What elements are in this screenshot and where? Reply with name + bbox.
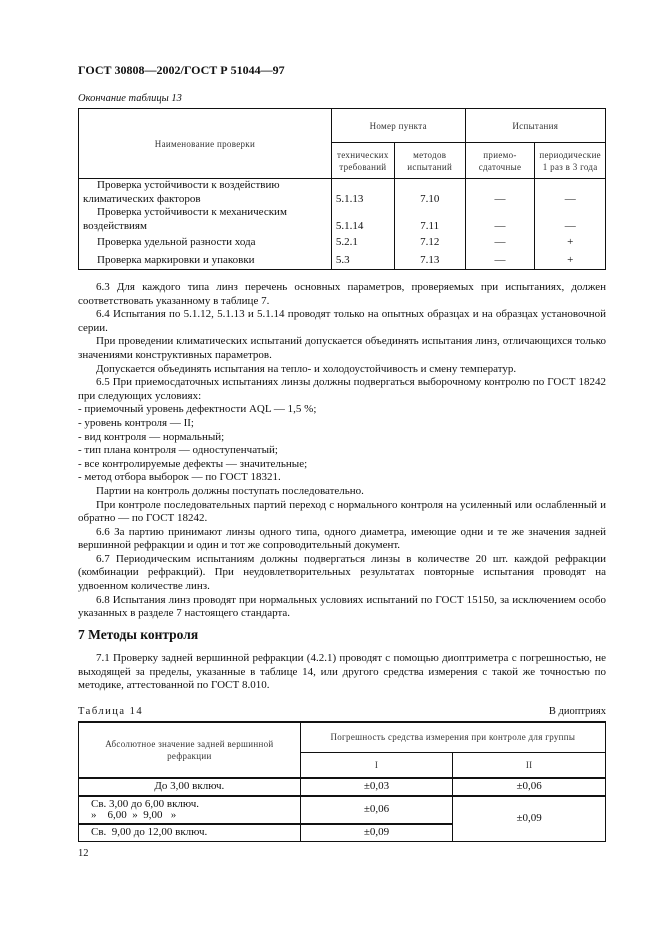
col-header-error: Погрешность средства измерения при контр…: [299, 721, 607, 753]
cell: 5.1.13: [330, 178, 395, 207]
cell: ±0,09: [299, 823, 454, 842]
cell: +: [534, 251, 606, 271]
paragraph: При проведении климатических испытаний д…: [78, 335, 606, 361]
col-header-item: Номер пункта: [330, 108, 466, 143]
document-header: ГОСТ 30808—2002/ГОСТ Р 51044—97: [78, 63, 285, 77]
table-row: Проверка устойчивости к механическим воз…: [78, 206, 606, 234]
table14-caption: Таблица 14: [78, 706, 144, 717]
paragraph: Партии на контроль должны поступать посл…: [96, 484, 364, 497]
paragraph: При контроле последовательных партий пер…: [78, 498, 606, 525]
paragraph: 6.8 Испытания линз проводят при нормальн…: [78, 593, 606, 620]
table14-unit: В диоптриях: [548, 706, 606, 717]
table-row: До 3,00 включ. ±0,03 ±0,06: [78, 777, 606, 797]
list-item: - метод отбора выборок — по ГОСТ 18321.: [78, 471, 281, 484]
conditions-list: - приемочный уровень дефектности AQL — 1…: [78, 403, 606, 485]
paragraph: Допускается объединять испытания на тепл…: [96, 362, 517, 375]
cell: —: [464, 206, 536, 234]
body-text: 6.3 Для каждого типа линз перечень основ…: [78, 281, 606, 621]
paragraph: 6.7 Периодическим испытаниям должны подв…: [78, 552, 606, 593]
col-header-value: Абсолютное значение задней вершинной реф…: [78, 721, 301, 779]
subheader: методов испытаний: [393, 142, 466, 179]
list-item: - тип плана контроля — одноступенчатый;: [78, 444, 278, 457]
cell: 5.1.14: [330, 206, 395, 234]
cell: 7.10: [393, 178, 466, 207]
cell: 5.2.1: [330, 233, 395, 252]
paragraph: 7.1 Проверку задней вершинной рефракции …: [78, 652, 606, 692]
table-row: Проверка удельной разности хода 5.2.1 7.12…: [78, 233, 606, 252]
subheader: периодические 1 раз в 3 года: [534, 142, 606, 179]
cell-name: Проверка устойчивости к воздействию клим…: [78, 178, 332, 207]
section-heading: 7 Методы контроля: [78, 627, 199, 642]
table13-caption: Окончание таблицы 13: [78, 93, 182, 104]
table-row: Св. 9,00 до 12,00 включ. ±0,09: [78, 823, 606, 842]
col-header-tests: Испытания: [464, 108, 607, 143]
table-14: Абсолютное значение задней вершинной реф…: [78, 721, 607, 842]
range-line: » 6,00 » 9,00 »: [91, 809, 177, 821]
subheader: приемо-сдаточные: [464, 142, 536, 179]
cell: 7.13: [393, 251, 466, 271]
paragraph: 6.3 Для каждого типа линз перечень основ…: [78, 281, 606, 307]
page-number: 12: [78, 848, 89, 859]
cell: ±0,09: [452, 795, 606, 842]
subheader: технических требований: [330, 142, 395, 179]
table-row: Проверка устойчивости к воздействию клим…: [78, 178, 606, 207]
cell: 7.11: [393, 206, 466, 234]
cell-name: Проверка удельной разности хода: [78, 233, 332, 252]
list-item: - вид контроля — нормальный;: [78, 430, 225, 443]
cell: —: [534, 178, 606, 207]
paragraph: 6.4 Испытания по 5.1.12, 5.1.13 и 5.1.14…: [78, 308, 606, 334]
cell: 5.3: [330, 251, 395, 271]
cell: ±0,06: [452, 777, 606, 797]
cell: —: [464, 233, 536, 252]
cell-name: Проверка маркировки и упаковки: [78, 251, 332, 271]
list-item: - все контролируемые дефекты — значитель…: [78, 457, 308, 470]
cell-name: Проверка устойчивости к механическим воз…: [78, 206, 332, 234]
cell: ±0,06: [299, 795, 454, 825]
cell-range: До 3,00 включ.: [78, 777, 301, 797]
group-header: I: [299, 751, 454, 779]
paragraph: 6.6 За партию принимают линзы одного тип…: [78, 525, 606, 552]
list-item: - уровень контроля — II;: [78, 416, 194, 429]
table-13: Наименование проверки Номер пункта Испыт…: [78, 108, 607, 271]
cell-range: Св. 9,00 до 12,00 включ.: [78, 823, 301, 842]
cell: —: [464, 178, 536, 207]
table-row: Св. 3,00 до 6,00 включ.» 6,00 » 9,00 » ±…: [78, 795, 606, 842]
list-item: - приемочный уровень дефектности AQL — 1…: [78, 403, 317, 416]
cell-range: Св. 3,00 до 6,00 включ.» 6,00 » 9,00 »: [78, 795, 301, 825]
cell: +: [534, 233, 606, 252]
cell: —: [534, 206, 606, 234]
col-header-name: Наименование проверки: [78, 108, 332, 179]
cell: —: [464, 251, 536, 271]
paragraph: 6.5 При приемосдаточных испытаниях линзы…: [78, 376, 606, 402]
table-row: Проверка маркировки и упаковки 5.3 7.13— +: [78, 251, 606, 271]
cell: 7.12: [393, 233, 466, 252]
range-line: Св. 3,00 до 6,00 включ.: [91, 798, 199, 810]
group-header: II: [452, 751, 606, 779]
cell: ±0,03: [299, 777, 454, 797]
